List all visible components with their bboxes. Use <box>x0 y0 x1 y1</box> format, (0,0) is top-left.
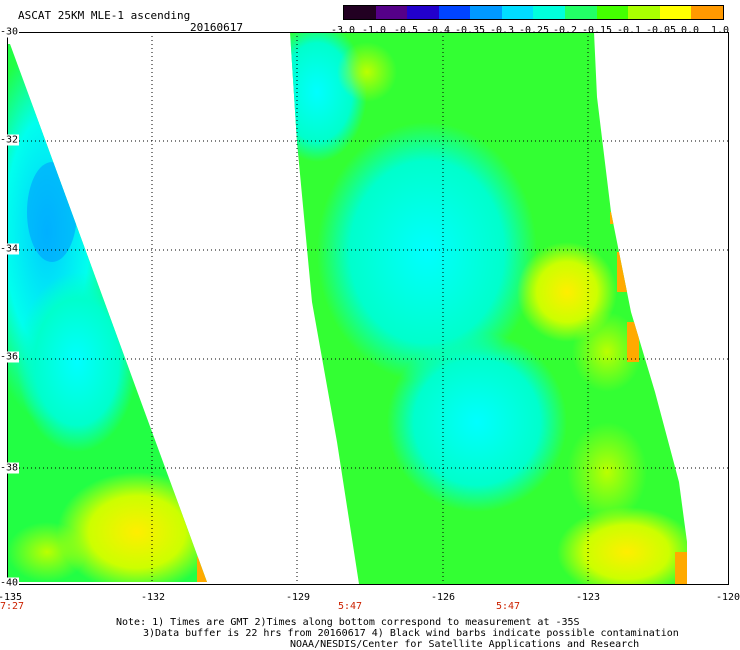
colorbar-label: -0.35 <box>454 25 486 36</box>
time-label: 5:47 <box>337 601 363 612</box>
colorbar-segment <box>596 6 629 19</box>
lon-label: -135 <box>0 592 23 603</box>
swath-canvas <box>7 32 729 585</box>
lat-label: -40 <box>0 577 20 589</box>
colorbar <box>343 5 724 20</box>
graticule <box>7 32 729 585</box>
colorbar-label: -0.05 <box>645 25 677 36</box>
colorbar-segment <box>438 6 471 19</box>
colorbar-label: -0.1 <box>616 25 642 36</box>
lat-label: -36 <box>0 351 20 363</box>
colorbar-label: -3.0 <box>330 25 356 36</box>
note-line-1: Note: 1) Times are GMT 2)Times along bot… <box>116 617 580 628</box>
lon-label: -129 <box>285 592 311 603</box>
colorbar-label: -0.5 <box>393 25 419 36</box>
note-line-3: NOAA/NESDIS/Center for Satellite Applica… <box>290 639 640 650</box>
lat-label: -38 <box>0 462 20 474</box>
colorbar-label: -1.0 <box>361 25 387 36</box>
lon-label: -132 <box>140 592 166 603</box>
time-label: 7:27 <box>0 601 25 612</box>
colorbar-segment <box>470 6 502 19</box>
colorbar-label: -0.2 <box>552 25 578 36</box>
colorbar-label: -0.3 <box>489 25 515 36</box>
lon-label: -126 <box>430 592 456 603</box>
colorbar-label: -0.4 <box>425 25 451 36</box>
lon-label: -123 <box>575 592 601 603</box>
note-line-2: 3)Data buffer is 22 hrs from 20160617 4)… <box>143 628 679 639</box>
colorbar-segment <box>659 6 692 19</box>
colorbar-label: -0.25 <box>518 25 550 36</box>
satellite-swath-map[interactable] <box>7 32 729 585</box>
colorbar-label: 0.0 <box>680 25 700 36</box>
colorbar-segment <box>375 6 408 19</box>
colorbar-segment <box>628 6 660 19</box>
left-swath <box>7 44 207 582</box>
colorbar-segment <box>344 6 376 19</box>
colorbar-segment <box>407 6 439 19</box>
lon-label: -120 <box>715 592 740 603</box>
right-swath <box>274 32 687 584</box>
lat-label: -34 <box>0 243 20 255</box>
colorbar-label: 1.0 <box>710 25 730 36</box>
map-frame <box>7 32 729 585</box>
lat-label: -30 <box>0 26 20 38</box>
time-label: 5:47 <box>495 601 521 612</box>
colorbar-label: -0.15 <box>581 25 613 36</box>
colorbar-segment <box>501 6 534 19</box>
colorbar-segment <box>533 6 566 19</box>
map-date: 20160617 <box>190 21 243 34</box>
map-title: ASCAT 25KM MLE-1 ascending <box>18 9 191 22</box>
colorbar-segment <box>565 6 597 19</box>
lat-label: -32 <box>0 134 20 146</box>
colorbar-segment <box>691 6 723 19</box>
